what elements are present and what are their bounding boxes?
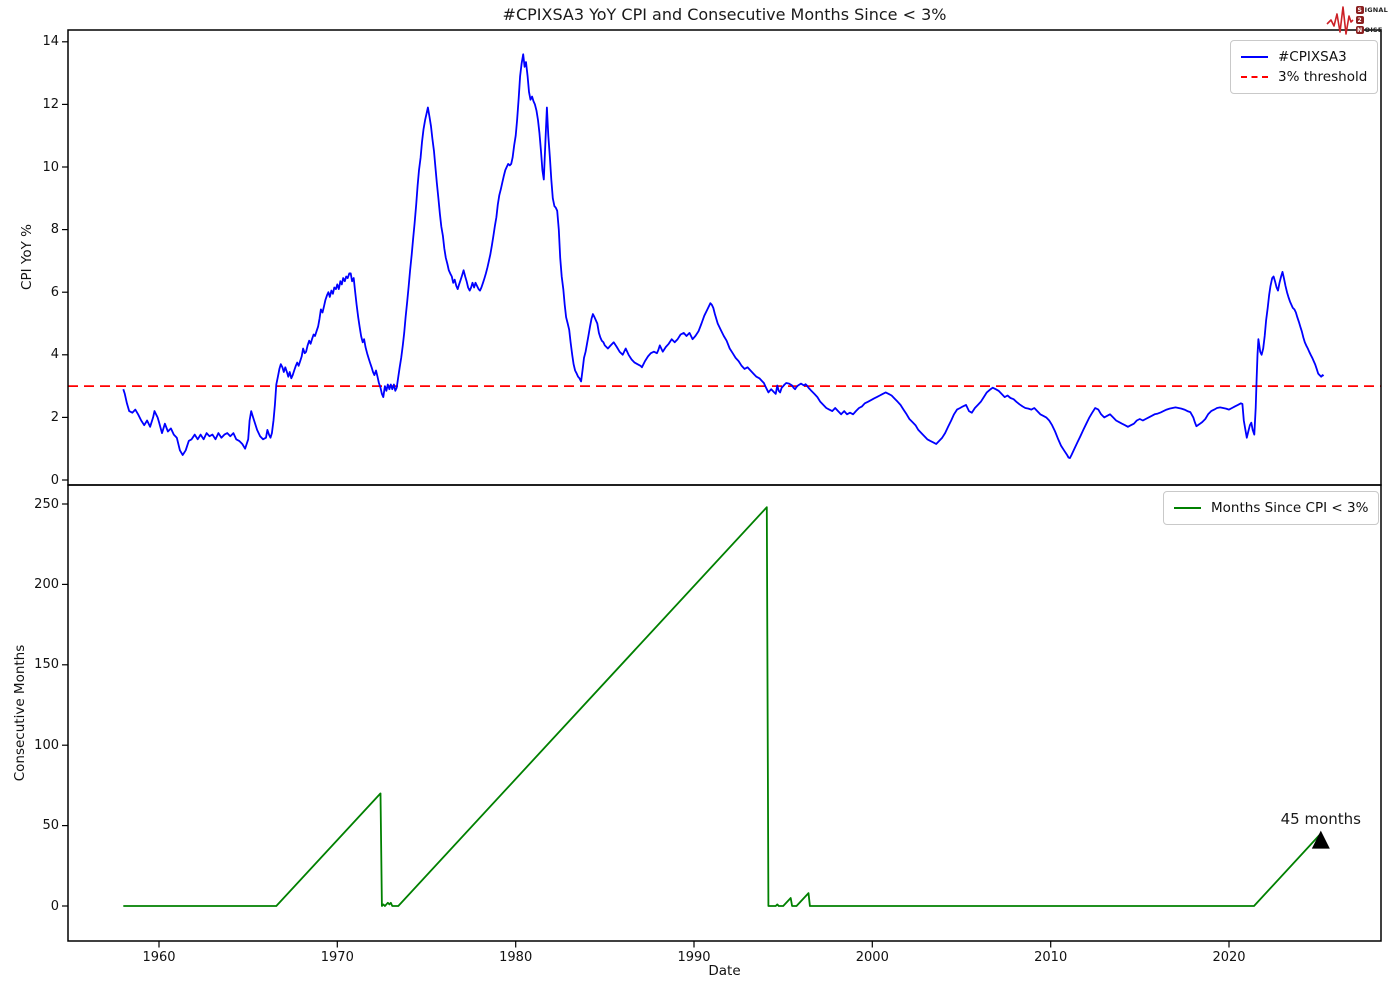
annotation-45-months: 45 months	[1280, 809, 1361, 828]
xtick-label: 1980	[499, 950, 533, 965]
x-axis-label: Date	[708, 963, 741, 979]
top-ytick-label: 12	[42, 96, 59, 112]
bottom-ytick-label: 100	[34, 737, 59, 753]
logo-letter-s: S	[1355, 6, 1364, 14]
top-ytick-label: 2	[50, 409, 59, 425]
cpi-line	[122, 53, 1325, 459]
xtick-label: 1960	[142, 950, 176, 965]
logo-text-oise: OISE	[1364, 26, 1383, 34]
top-ytick-label: 10	[42, 159, 59, 175]
xtick-label: 1970	[320, 950, 354, 965]
logo-row-noise: N OISE	[1355, 26, 1388, 35]
legend-line-sample-cpixsa3	[1241, 56, 1268, 58]
logo-text: S IGNAL 2 N OISE	[1355, 5, 1388, 35]
logo-text-ignal: IGNAL	[1364, 6, 1388, 14]
legend-top: #CPIXSA3 3% threshold	[1230, 40, 1379, 94]
legend-line-sample-months-since	[1174, 507, 1201, 509]
xtick-label: 2020	[1212, 950, 1246, 965]
legend-bottom: Months Since CPI < 3%	[1163, 491, 1380, 525]
bottom-ytick-label: 0	[50, 898, 59, 914]
top-ytick-label: 0	[50, 472, 59, 488]
logo-row-signal: S IGNAL	[1355, 6, 1388, 15]
chart-title: #CPIXSA3 YoY CPI and Consecutive Months …	[502, 5, 947, 24]
legend-label-threshold: 3% threshold	[1278, 69, 1368, 85]
bottom-ytick-label: 150	[34, 657, 59, 673]
legend-entry-cpixsa3: #CPIXSA3	[1241, 47, 1367, 67]
legend-entry-threshold: 3% threshold	[1241, 67, 1367, 87]
top-axes-frame	[67, 29, 1382, 486]
top-ytick-label: 14	[42, 34, 59, 50]
legend-label-cpixsa3: #CPIXSA3	[1278, 49, 1347, 65]
months-since-line	[123, 506, 1322, 907]
bottom-ytick-label: 200	[34, 576, 59, 592]
bottom-axes-frame	[67, 484, 1382, 942]
legend-label-months-since: Months Since CPI < 3%	[1211, 500, 1369, 516]
top-ytick-label: 4	[50, 347, 59, 363]
bottom-ytick-label: 250	[34, 496, 59, 512]
ecg-waveform-icon	[1326, 6, 1354, 35]
bottom-ytick-label: 50	[42, 818, 59, 834]
logo-row-2: 2	[1355, 16, 1388, 25]
logo-letter-n: N	[1355, 26, 1364, 34]
legend-line-sample-threshold	[1241, 76, 1268, 78]
logo-letter-2: 2	[1355, 16, 1364, 24]
xtick-label: 2010	[1034, 950, 1068, 965]
top-ytick-label: 8	[50, 222, 59, 238]
xtick-label: 2000	[855, 950, 889, 965]
xtick-label: 1990	[677, 950, 711, 965]
signal2noise-logo: S IGNAL 2 N OISE	[1326, 3, 1388, 37]
legend-entry-months-since: Months Since CPI < 3%	[1174, 498, 1368, 518]
triangle-up-marker	[1311, 830, 1330, 849]
top-ytick-label: 6	[50, 284, 59, 300]
